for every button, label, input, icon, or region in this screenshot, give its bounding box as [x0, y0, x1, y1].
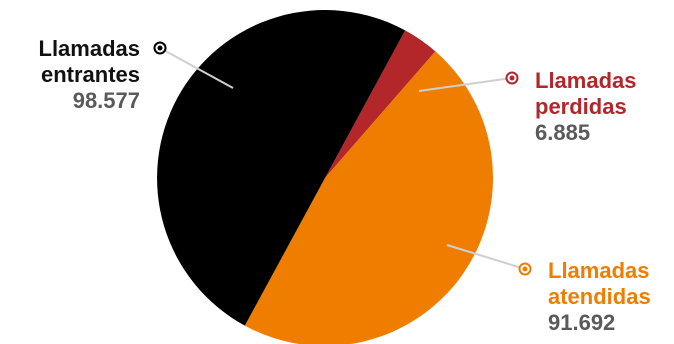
marker-dot-2: [522, 266, 528, 272]
label-llamadas-atendidas: Llamadas atendidas 91.692: [548, 258, 651, 336]
pie-slice-0: [157, 10, 406, 326]
marker-dot-0: [157, 45, 163, 51]
value-perdidas: 6.885: [535, 120, 591, 145]
label-llamadas-entrantes: Llamadas entrantes 98.577: [12, 36, 141, 114]
pie-slice-1: [325, 30, 436, 179]
value-atendidas: 91.692: [548, 310, 616, 335]
label-atendidas-line2: atendidas: [548, 284, 651, 309]
label-perdidas-line2: perdidas: [535, 94, 627, 119]
label-entrantes-line2: entrantes: [40, 62, 140, 87]
pie-slice-2: [244, 51, 493, 344]
label-atendidas-line1: Llamadas: [548, 258, 650, 283]
leader-line-0: [159, 47, 234, 89]
value-entrantes: 98.577: [72, 88, 140, 113]
label-entrantes-line1: Llamadas: [38, 36, 141, 61]
leader-line-1: [418, 77, 513, 92]
leader-line-2: [446, 244, 526, 270]
label-llamadas-perdidas: Llamadas perdidas 6.885: [535, 68, 637, 146]
marker-dot-1: [509, 75, 515, 81]
label-perdidas-line1: Llamadas: [535, 68, 637, 93]
